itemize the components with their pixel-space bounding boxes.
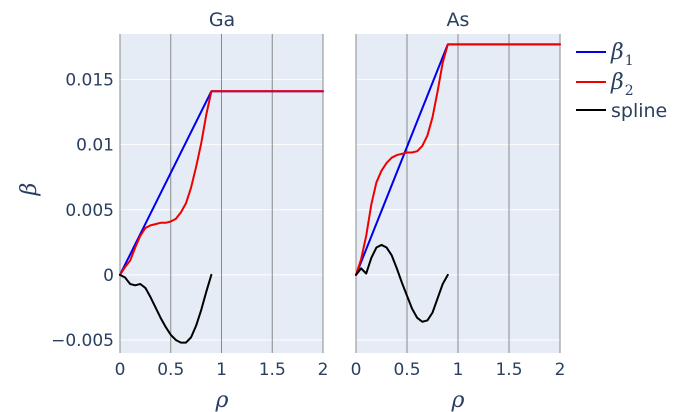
subplot-ga: Ga 0 0.5 1 1.5 2 (115, 9, 329, 380)
x-axis-label-as: ρ (451, 388, 465, 412)
x-tick-label-as-1: 0.5 (393, 360, 420, 380)
y-tick-label-4: 0.015 (65, 71, 114, 91)
series-line-ga-spline (119, 273, 213, 344)
series-line-as-spline (355, 243, 449, 323)
x-axis-label-ga: ρ (215, 388, 229, 412)
legend-label-spline: spline (611, 100, 667, 122)
y-tick-label-3: 0.01 (76, 136, 114, 156)
legend-label--2: β2 (610, 70, 634, 99)
subplot-as: As 0 0.5 1 1.5 2 (351, 9, 566, 380)
x-tick-label-ga-4: 2 (318, 360, 329, 380)
x-tick-label-as-4: 2 (555, 360, 566, 380)
x-axis-labels: ρ ρ (215, 388, 465, 412)
subplot-title-ga: Ga (209, 9, 235, 31)
x-tick-label-ga-1: 0.5 (157, 360, 184, 380)
x-tick-label-as-2: 1 (453, 360, 464, 380)
series-line-as--2 (355, 43, 561, 276)
y-tick-label-1: 0 (103, 266, 114, 286)
legend-label--1: β1 (610, 40, 634, 69)
subplot-title-as: As (447, 9, 470, 31)
y-axis-label: β (17, 183, 42, 197)
y-tick-label-2: 0.005 (65, 201, 114, 221)
x-tick-label-ga-0: 0 (115, 360, 126, 380)
x-tick-label-as-0: 0 (351, 360, 362, 380)
series-line-ga--2 (119, 90, 324, 276)
x-tick-label-as-3: 1.5 (495, 360, 522, 380)
x-tick-label-ga-2: 1 (216, 360, 227, 380)
x-tick-label-ga-3: 1.5 (259, 360, 286, 380)
y-axis: β −0.005 0 0.005 0.01 0.015 (17, 71, 114, 351)
y-tick-label-0: −0.005 (51, 331, 114, 351)
